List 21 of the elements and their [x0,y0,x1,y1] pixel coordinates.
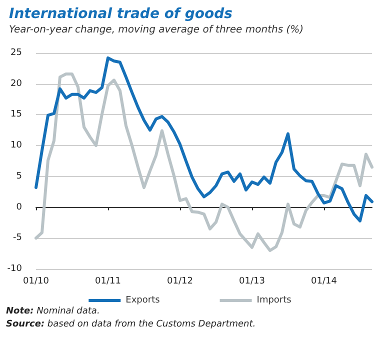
y-tick-label: 0 [16,202,22,212]
y-tick-label: -10 [7,264,22,274]
x-tick-label: 01/13 [239,276,265,286]
line-series [34,56,374,222]
y-tick-label: -5 [13,233,22,244]
x-tick-label: 01/11 [95,276,121,286]
x-tick-label: 01/14 [311,276,338,286]
legend-label: Exports [126,296,160,306]
y-tick-label: 15 [10,110,22,120]
legend-label: Imports [256,296,292,306]
y-tick-label: 25 [10,48,22,58]
line-series [34,72,374,252]
source-note: Source: based on data from the Customs Department. [6,320,256,330]
chart-subtitle: Year-on-year change, moving average of three months (%) [9,24,304,36]
y-tick-label: 10 [10,140,22,151]
y-tick-label: 20 [10,78,22,89]
text: Note: Nominal data. [6,306,100,316]
x-tick-label: 01/12 [167,276,193,286]
x-tick-label: 01/10 [23,276,50,286]
y-tick-label: 5 [16,171,22,182]
chart-title: International trade of goods [9,6,233,22]
